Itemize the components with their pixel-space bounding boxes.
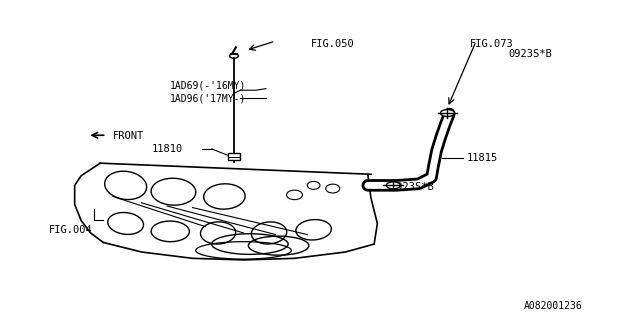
Text: FIG.050: FIG.050 <box>310 39 354 49</box>
Circle shape <box>440 109 454 116</box>
Text: A082001236: A082001236 <box>524 301 582 311</box>
FancyBboxPatch shape <box>228 153 241 160</box>
Text: 0923S*B: 0923S*B <box>508 49 552 59</box>
Text: FIG.004: FIG.004 <box>49 225 93 235</box>
Text: 0923S*B: 0923S*B <box>390 182 434 192</box>
Text: 11815: 11815 <box>467 153 498 164</box>
Text: 1AD96('17MY-): 1AD96('17MY-) <box>170 93 246 103</box>
Text: FIG.073: FIG.073 <box>470 39 513 49</box>
Text: FRONT: FRONT <box>113 131 144 141</box>
Text: 1AD69(-'16MY): 1AD69(-'16MY) <box>170 80 246 91</box>
Text: 11810: 11810 <box>152 144 183 154</box>
Circle shape <box>387 182 400 189</box>
